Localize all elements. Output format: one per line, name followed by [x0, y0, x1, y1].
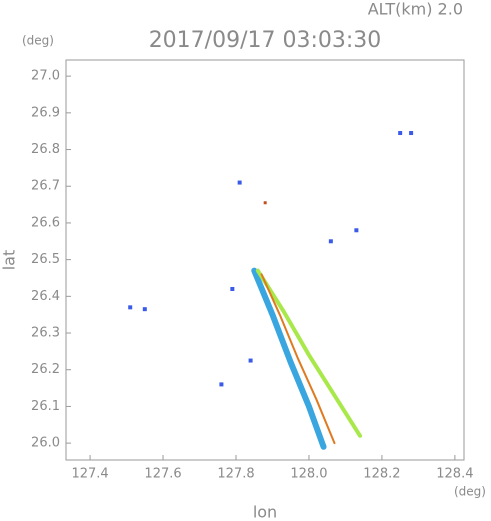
- x-unit: (deg): [454, 485, 486, 499]
- plot-frame: [65, 59, 465, 461]
- echo-cell: [354, 228, 359, 233]
- y-tick-label: 26.6: [31, 215, 60, 230]
- y-tick-label: 26.1: [31, 399, 60, 414]
- x-tick-label: 127.8: [217, 467, 254, 482]
- x-axis-label: lon: [253, 503, 277, 521]
- x-tick-label: 128.2: [363, 467, 400, 482]
- y-tick-label: 26.7: [31, 179, 60, 194]
- echo-cell: [230, 286, 235, 291]
- y-tick-label: 27.0: [31, 69, 60, 84]
- echo-cell: [263, 201, 267, 205]
- echo-streak: [255, 268, 363, 438]
- echo-streak: [260, 273, 336, 445]
- y-axis-label: lat: [0, 250, 19, 271]
- y-tick-label: 26.3: [31, 326, 60, 341]
- y-tick-label: 26.8: [31, 142, 60, 157]
- x-tick-label: 127.4: [71, 467, 108, 482]
- y-tick-label: 26.9: [31, 105, 60, 120]
- x-tick-label: 128.0: [290, 467, 327, 482]
- echo-cell: [328, 239, 333, 244]
- echo-cell: [219, 382, 224, 387]
- y-tick-label: 26.0: [31, 436, 60, 451]
- y-unit: (deg): [22, 34, 54, 48]
- echo-cell: [248, 358, 253, 363]
- y-tick-label: 26.5: [31, 252, 60, 267]
- echo-cell: [237, 180, 242, 185]
- echo-cell: [398, 131, 403, 136]
- echo-cell: [142, 307, 147, 312]
- altitude-label: ALT(km) 2.0: [368, 0, 463, 19]
- x-tick-label: 127.6: [144, 467, 181, 482]
- y-tick-label: 26.2: [31, 362, 60, 377]
- y-tick-label: 26.4: [31, 289, 60, 304]
- echo-cell: [409, 131, 414, 136]
- chart-title: 2017/09/17 03:03:30: [149, 28, 382, 53]
- echo-cell: [128, 305, 133, 310]
- x-tick-label: 128.4: [436, 467, 473, 482]
- echo-streak: [251, 267, 327, 450]
